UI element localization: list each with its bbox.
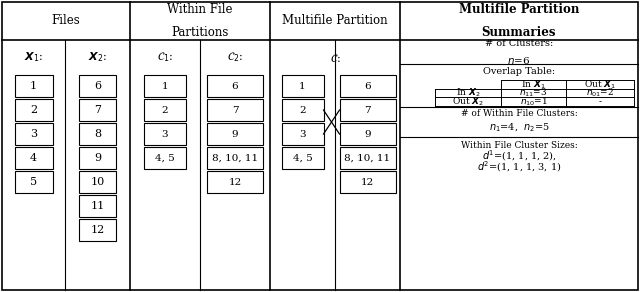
Polygon shape xyxy=(339,171,396,193)
Polygon shape xyxy=(207,123,263,145)
Text: Within File: Within File xyxy=(167,3,233,16)
Text: # of Within File Clusters:: # of Within File Clusters: xyxy=(461,109,577,118)
Text: 1: 1 xyxy=(30,81,37,91)
Text: Files: Files xyxy=(52,15,81,27)
Text: 6: 6 xyxy=(232,81,238,91)
Text: 5: 5 xyxy=(30,177,37,187)
Text: $d^1$=(1, 1, 1, 2),: $d^1$=(1, 1, 1, 2), xyxy=(481,149,556,163)
Polygon shape xyxy=(339,99,396,121)
Text: Within File Cluster Sizes:: Within File Cluster Sizes: xyxy=(461,141,577,150)
Text: 7: 7 xyxy=(94,105,101,115)
Polygon shape xyxy=(282,99,323,121)
Text: $n_{10}$=1: $n_{10}$=1 xyxy=(520,95,547,107)
Text: 7: 7 xyxy=(232,105,238,114)
Polygon shape xyxy=(144,123,186,145)
Polygon shape xyxy=(339,75,396,97)
Text: 12: 12 xyxy=(228,178,242,187)
Text: 9: 9 xyxy=(364,130,371,138)
Polygon shape xyxy=(207,147,263,169)
Text: $n_{01}$=2: $n_{01}$=2 xyxy=(586,86,614,99)
Text: Overlap Table:: Overlap Table: xyxy=(483,67,555,76)
Polygon shape xyxy=(79,99,116,121)
Text: 3: 3 xyxy=(30,129,37,139)
Polygon shape xyxy=(339,123,396,145)
Text: 1: 1 xyxy=(162,81,168,91)
Text: Multifile Partition: Multifile Partition xyxy=(459,3,579,16)
Polygon shape xyxy=(15,147,52,169)
Polygon shape xyxy=(207,171,263,193)
Text: 7: 7 xyxy=(364,105,371,114)
Text: 4, 5: 4, 5 xyxy=(292,154,312,163)
Polygon shape xyxy=(144,99,186,121)
Text: 8, 10, 11: 8, 10, 11 xyxy=(212,154,258,163)
Text: $\mathcal{C}_1$:: $\mathcal{C}_1$: xyxy=(157,51,173,65)
Text: $\boldsymbol{X}_1$:: $\boldsymbol{X}_1$: xyxy=(24,51,43,65)
Text: $\mathcal{C}_2$:: $\mathcal{C}_2$: xyxy=(227,51,243,65)
Text: $\mathcal{C}$:: $\mathcal{C}$: xyxy=(330,51,340,64)
Text: -: - xyxy=(598,97,602,106)
Text: # of Clusters:: # of Clusters: xyxy=(485,39,553,48)
Text: 4: 4 xyxy=(30,153,37,163)
Polygon shape xyxy=(15,171,52,193)
Text: 3: 3 xyxy=(162,130,168,138)
Text: 10: 10 xyxy=(90,177,104,187)
Polygon shape xyxy=(144,75,186,97)
Text: 4, 5: 4, 5 xyxy=(155,154,175,163)
Polygon shape xyxy=(207,75,263,97)
Text: 6: 6 xyxy=(364,81,371,91)
Polygon shape xyxy=(79,123,116,145)
Text: 6: 6 xyxy=(94,81,101,91)
Polygon shape xyxy=(79,195,116,217)
Text: In $\boldsymbol{X}_1$: In $\boldsymbol{X}_1$ xyxy=(521,78,546,91)
Text: 8: 8 xyxy=(94,129,101,139)
Text: Out $\boldsymbol{X}_2$: Out $\boldsymbol{X}_2$ xyxy=(452,95,484,107)
Text: 9: 9 xyxy=(94,153,101,163)
Polygon shape xyxy=(339,147,396,169)
Text: 2: 2 xyxy=(30,105,37,115)
Polygon shape xyxy=(79,219,116,241)
Polygon shape xyxy=(282,123,323,145)
Text: 1: 1 xyxy=(299,81,306,91)
Polygon shape xyxy=(15,123,52,145)
Text: 12: 12 xyxy=(90,225,104,235)
Text: 12: 12 xyxy=(361,178,374,187)
Text: In $\boldsymbol{X}_2$: In $\boldsymbol{X}_2$ xyxy=(456,86,480,99)
Text: 2: 2 xyxy=(299,105,306,114)
Polygon shape xyxy=(144,147,186,169)
Text: $n_{11}$=3: $n_{11}$=3 xyxy=(519,86,548,99)
Text: $\boldsymbol{X}_2$:: $\boldsymbol{X}_2$: xyxy=(88,51,107,65)
Polygon shape xyxy=(15,75,52,97)
Text: $d^2$=(1, 1, 1, 3, 1): $d^2$=(1, 1, 1, 3, 1) xyxy=(477,159,561,173)
Polygon shape xyxy=(79,171,116,193)
Polygon shape xyxy=(79,75,116,97)
Polygon shape xyxy=(79,147,116,169)
Text: $n$=6: $n$=6 xyxy=(508,55,531,66)
Text: $n_1$=4,  $n_2$=5: $n_1$=4, $n_2$=5 xyxy=(488,121,550,133)
Text: 2: 2 xyxy=(162,105,168,114)
Text: 8, 10, 11: 8, 10, 11 xyxy=(344,154,390,163)
Polygon shape xyxy=(207,99,263,121)
Text: Summaries: Summaries xyxy=(482,26,556,39)
Text: Out $\boldsymbol{X}_1$: Out $\boldsymbol{X}_1$ xyxy=(584,78,616,91)
Text: 3: 3 xyxy=(299,130,306,138)
Text: 9: 9 xyxy=(232,130,238,138)
Polygon shape xyxy=(282,75,323,97)
Polygon shape xyxy=(15,99,52,121)
Polygon shape xyxy=(282,147,323,169)
Text: Multifile Partition: Multifile Partition xyxy=(282,15,388,27)
Text: 11: 11 xyxy=(90,201,104,211)
Text: Partitions: Partitions xyxy=(172,26,228,39)
